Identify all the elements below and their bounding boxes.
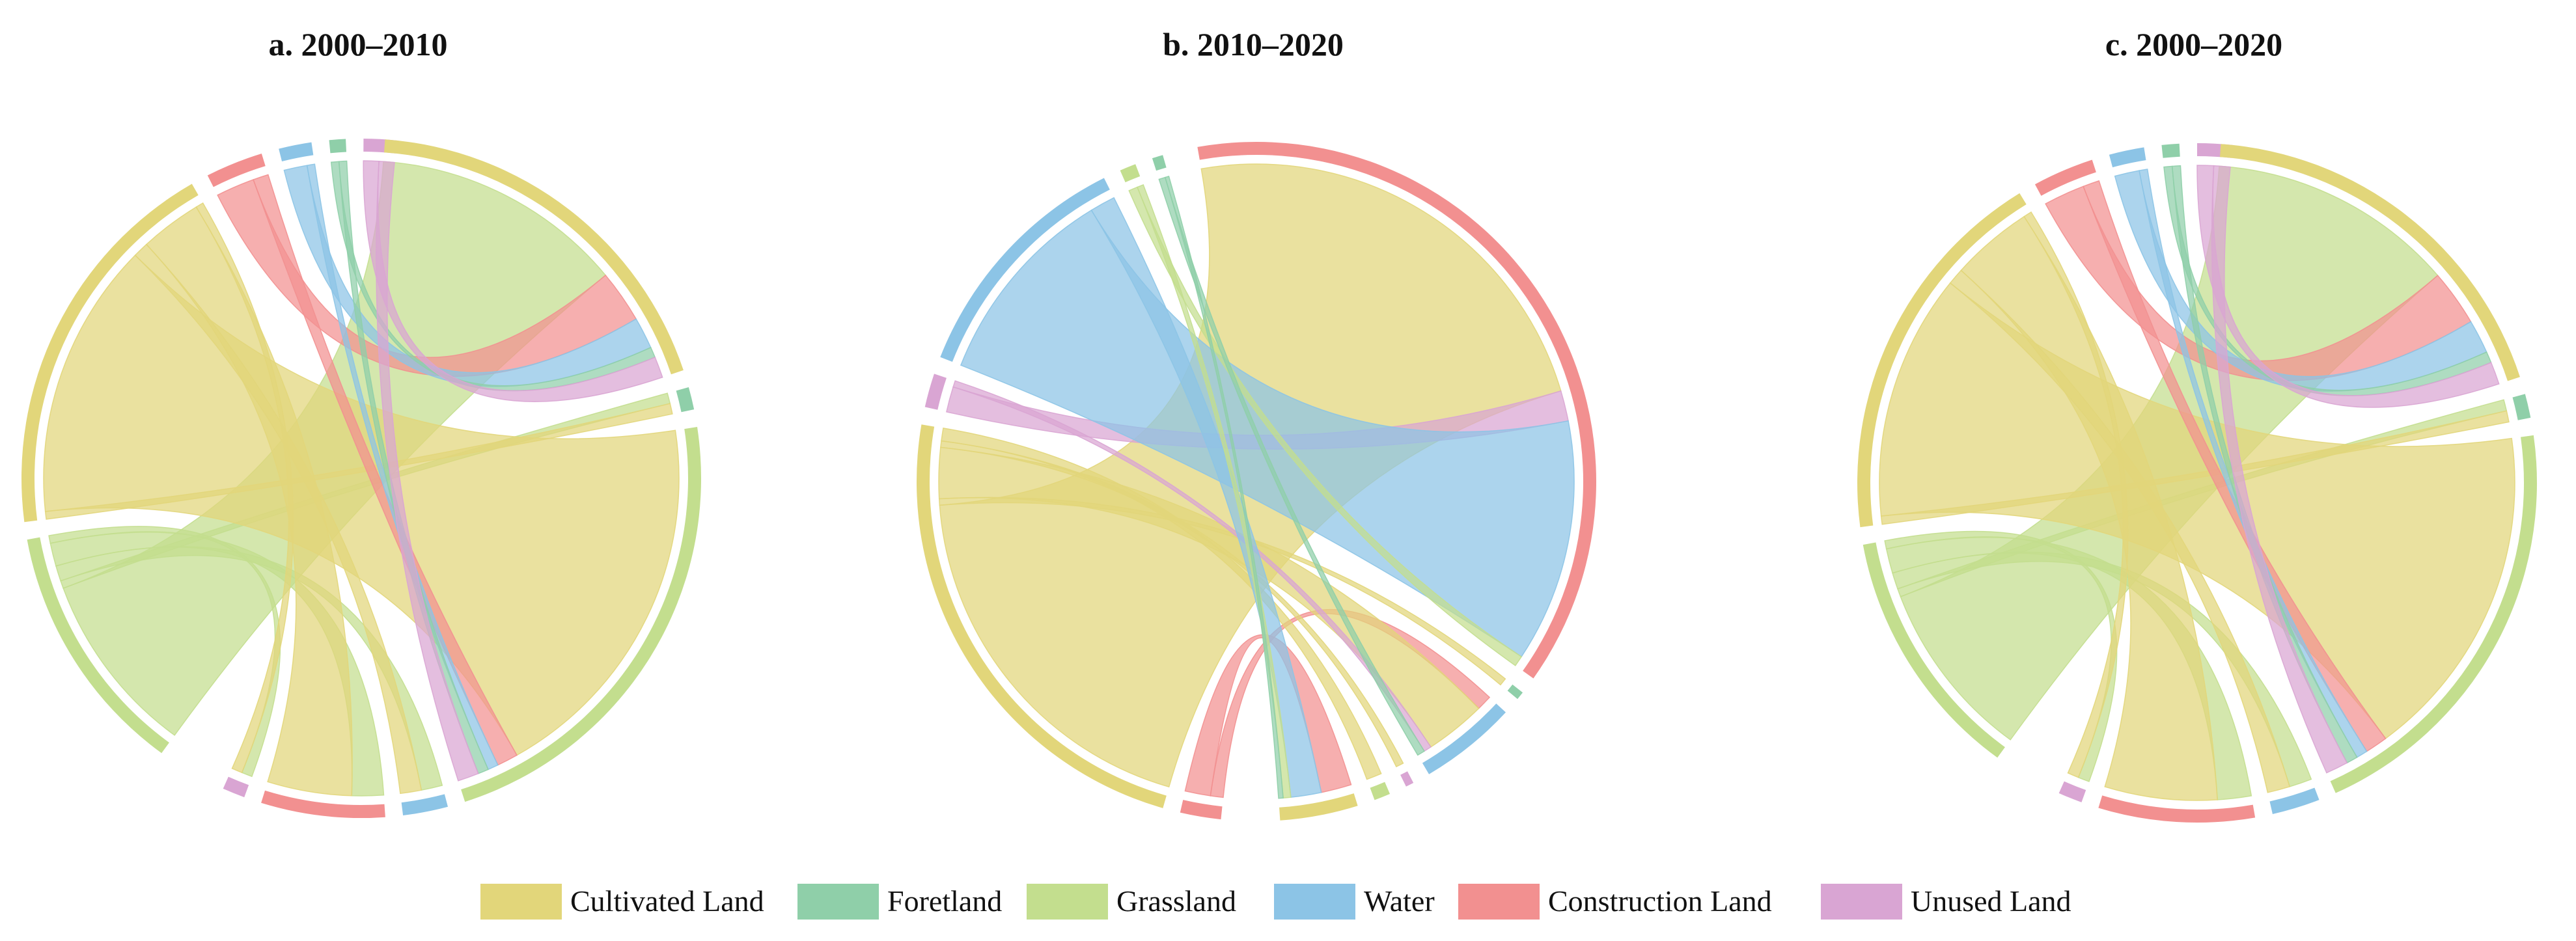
legend-item-construction: Construction Land (1458, 884, 1772, 920)
source-arc-water (279, 142, 314, 162)
target-arc-grassland (1370, 782, 1391, 800)
panel-title-b: b. 2010–2020 (1163, 26, 1344, 62)
panel-title-a: a. 2000–2010 (269, 26, 448, 62)
legend-item-foreland: Foretland (797, 884, 1002, 920)
ribbon-foretland-to-cultivated-land (330, 161, 656, 392)
source-arc-grassland (27, 537, 169, 754)
target-arc-construction-land (261, 790, 385, 818)
target-arc-unused-land (2058, 781, 2086, 802)
chord-panel-a: a. 2000–2010 (21, 26, 701, 818)
source-arc-cultivated-land (917, 424, 1167, 808)
legend-item-water: Water (1274, 884, 1435, 920)
legend-label-water: Water (1364, 884, 1435, 918)
target-arc-unused-land (223, 776, 249, 798)
legend-label-grassland: Grassland (1116, 884, 1236, 918)
target-arc-grassland (461, 427, 701, 802)
target-arc-unused-land (1400, 771, 1414, 787)
panel-title-c: c. 2000–2020 (2105, 26, 2282, 62)
legend-item-grassland: Grassland (1027, 884, 1236, 920)
legend-swatch-unused (1821, 884, 1902, 920)
legend-item-unused: Unused Land (1821, 884, 2071, 920)
ribbon-foretland-to-grassland (2171, 165, 2358, 764)
ribbon-water-to-cultivated-land (1090, 197, 1322, 798)
source-arc-foretland (2161, 143, 2180, 158)
source-arc-grassland (1863, 542, 2005, 758)
source-arc-grassland (1120, 164, 1141, 183)
legend-swatch-construction (1458, 884, 1540, 920)
legend-swatch-grassland (1027, 884, 1108, 920)
target-arc-water (1422, 703, 1506, 774)
legend-label-construction: Construction Land (1548, 884, 1772, 918)
legend-swatch-cultivated (480, 884, 562, 920)
target-arc-foretland (2512, 394, 2531, 420)
ribbon-unused-land-to-grassland (376, 160, 479, 782)
ribbon-cultivated-land-to-unused-land (195, 202, 294, 774)
ribbon-cultivated-land-to-unused-land (2023, 211, 2129, 778)
ribbon-cultivated-land-to-grassland (43, 254, 680, 756)
ribbons (938, 163, 1575, 799)
ribbon-water-to-grassland (2139, 169, 2368, 758)
group-arcs (1857, 143, 2537, 823)
source-arc-water (2109, 147, 2146, 168)
target-arc-water (401, 794, 448, 816)
target-arc-water (2269, 787, 2320, 814)
target-arc-grassland (2330, 435, 2537, 793)
legend: Cultivated Land Foretland Grassland Wate… (480, 884, 2071, 920)
ribbons (1879, 165, 2515, 801)
ribbon-unused-land-to-grassland (2211, 165, 2348, 774)
legend-item-cultivated: Cultivated Land (480, 884, 764, 920)
ribbon-construction-land-to-cultivated-land (1184, 634, 1352, 797)
source-arc-cultivated-land (1857, 193, 2027, 528)
source-arc-construction-land (207, 153, 266, 187)
chord-panel-c: c. 2000–2020 (1857, 26, 2537, 823)
source-arc-construction-land (1180, 800, 1223, 820)
source-arc-foretland (329, 139, 347, 154)
group-arcs (21, 139, 701, 818)
ribbon-water-to-cultivated-land (2114, 170, 2487, 392)
ribbon-cultivated-land-to-grassland (1879, 282, 2515, 739)
legend-label-cultivated: Cultivated Land (570, 884, 764, 918)
ribbon-foretland-to-water (1158, 176, 1425, 756)
source-arc-foretland (1152, 155, 1167, 171)
ribbon-grassland-to-cultivated-land (1137, 184, 1292, 799)
source-arc-unused-land (924, 374, 947, 410)
ribbon-cultivated-land-to-grassland (941, 428, 1382, 780)
ribbon-foretland-to-grassland (338, 160, 489, 774)
ribbon-foretland-to-cultivated-land (2163, 165, 2492, 396)
source-arc-construction-land (2034, 159, 2096, 196)
ribbon-grassland-to-construction-land (1128, 186, 1523, 666)
source-arc-cultivated-land (21, 184, 199, 523)
legend-swatch-water (1274, 884, 1355, 920)
ribbon-construction-land-to-grassland (2083, 180, 2387, 752)
ribbon-unused-land-to-water (952, 380, 1432, 752)
ribbon-water-to-cultivated-land (283, 165, 652, 387)
target-arc-construction-land (2098, 795, 2256, 823)
source-arc-water (940, 178, 1110, 362)
group-arcs (917, 142, 1596, 821)
ribbon-grassland-to-unused-land (48, 526, 281, 778)
chord-panel-b: b. 2010–2020 (917, 26, 1596, 821)
target-arc-foretland (676, 387, 695, 413)
target-arc-cultivated-land (1279, 793, 1358, 821)
target-arc-foretland (1507, 684, 1523, 700)
target-arc-construction-land (1197, 142, 1596, 679)
target-arc-cultivated-land (384, 139, 684, 375)
ribbons (43, 160, 680, 797)
legend-swatch-foreland (797, 884, 879, 920)
ribbon-foretland-to-cultivated-land (1164, 175, 1284, 799)
target-arc-cultivated-land (2220, 144, 2520, 381)
ribbon-water-to-grassland (306, 163, 499, 771)
legend-label-unused: Unused Land (1911, 884, 2071, 918)
ribbon-water-to-construction-land (960, 209, 1575, 658)
ribbon-grassland-to-unused-land (1884, 530, 2118, 782)
legend-label-foreland: Foretland (887, 884, 1002, 918)
ribbon-construction-land-to-grassland (253, 174, 518, 766)
